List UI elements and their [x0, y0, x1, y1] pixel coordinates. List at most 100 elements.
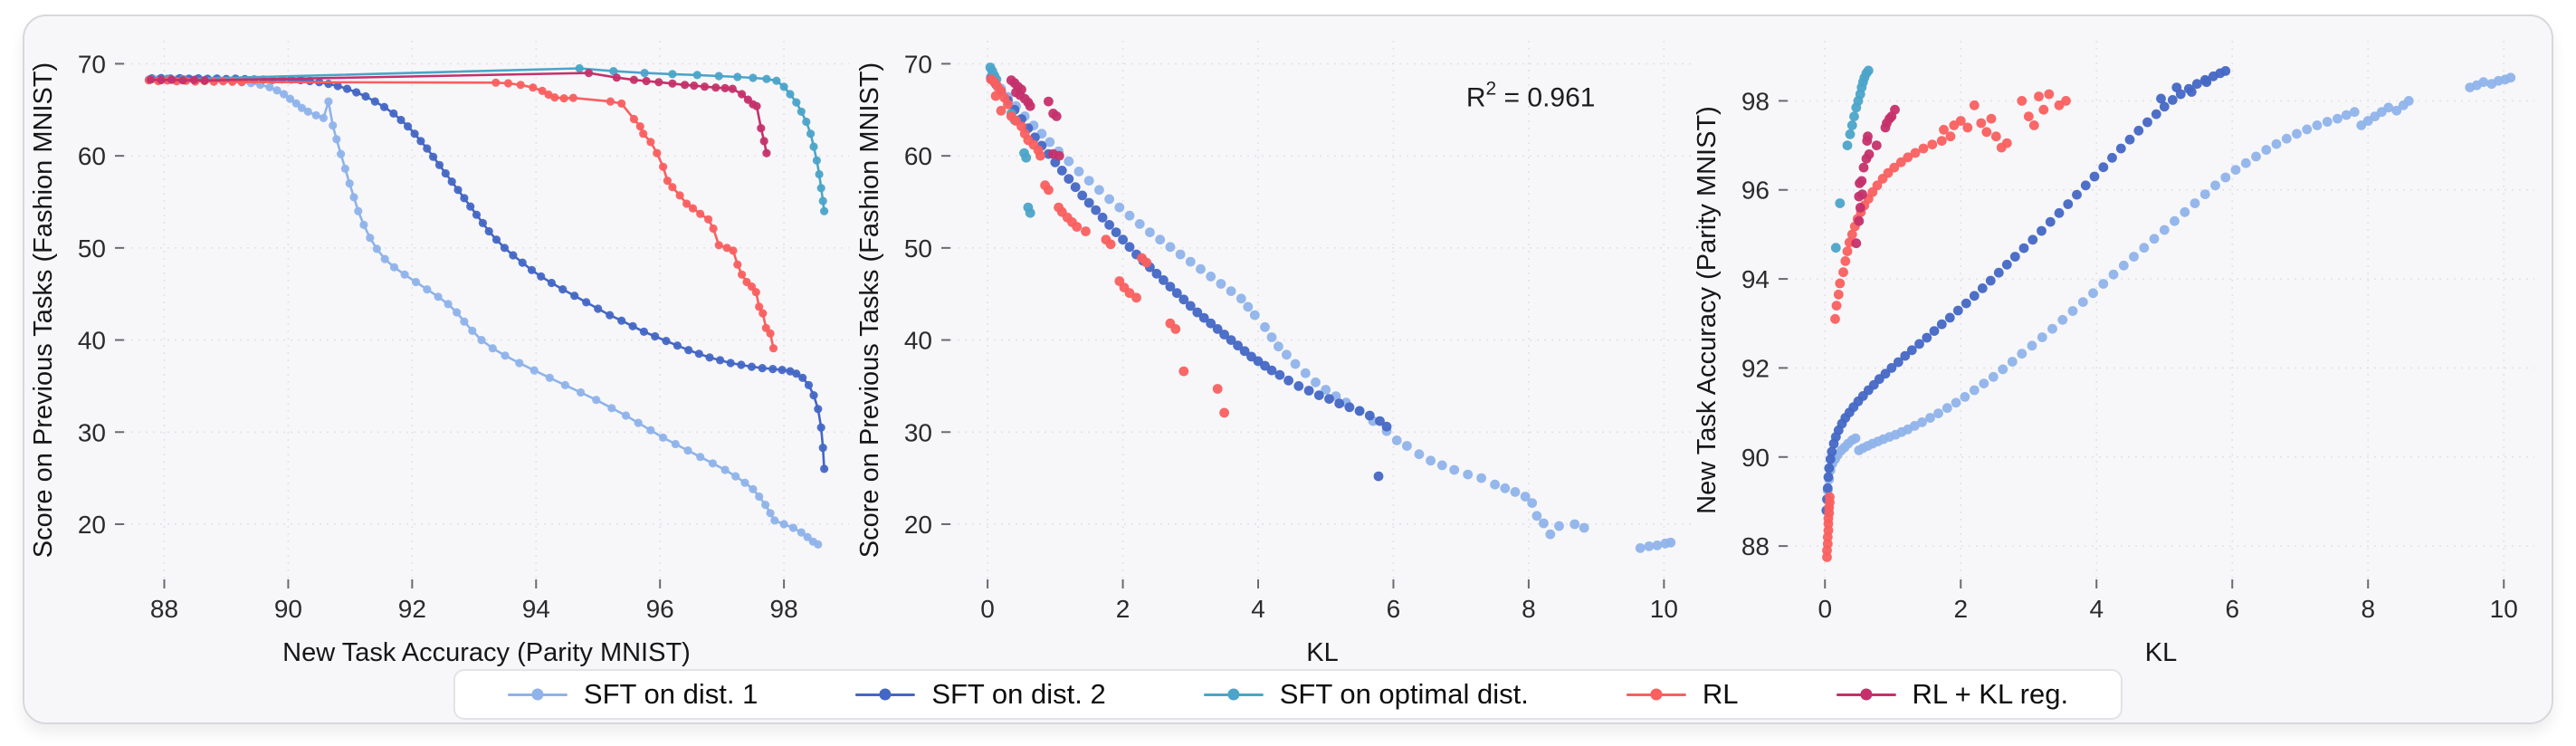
data-point — [1290, 359, 1301, 369]
data-point — [529, 83, 538, 92]
data-point — [1880, 368, 1891, 379]
data-point — [2190, 198, 2200, 208]
x-tick-label: 8 — [2361, 595, 2375, 623]
data-point — [146, 75, 155, 84]
x-tick-label: 6 — [2225, 595, 2239, 623]
data-point — [503, 79, 513, 88]
data-point — [1914, 339, 1924, 349]
data-point — [1391, 435, 1402, 445]
legend-label: RL — [1702, 678, 1739, 710]
data-point — [332, 135, 341, 144]
data-point — [1944, 312, 1955, 323]
data-point — [2251, 151, 2261, 162]
data-point — [668, 79, 677, 88]
data-point — [797, 107, 806, 116]
data-point — [786, 90, 795, 99]
data-point — [1962, 122, 1973, 133]
data-point — [646, 138, 655, 147]
data-point — [1520, 492, 1531, 502]
data-point — [671, 439, 680, 449]
data-point — [816, 184, 825, 193]
data-point — [1064, 156, 1074, 167]
data-point — [1170, 324, 1181, 334]
data-point — [770, 516, 779, 525]
data-point — [1282, 349, 1292, 360]
data-point — [319, 113, 328, 122]
data-point — [2077, 297, 2088, 307]
data-point — [1226, 286, 1236, 296]
data-point — [617, 316, 626, 325]
data-point — [1165, 282, 1176, 292]
data-point — [1311, 377, 1321, 387]
legend-item-sft_opt: SFT on optimal dist. — [1203, 678, 1529, 711]
data-point — [285, 94, 295, 103]
data-point — [1846, 229, 1857, 240]
data-point — [1064, 174, 1074, 185]
data-point — [705, 353, 714, 362]
x-tick-label: 0 — [980, 595, 995, 623]
data-point — [379, 102, 389, 111]
y-axis-label: Score on Previous Tasks (Fashion MNIST) — [855, 62, 884, 558]
x-tick-label: 4 — [2089, 595, 2104, 623]
data-point — [1185, 301, 1196, 311]
data-point — [1854, 215, 1865, 226]
data-point — [1111, 227, 1121, 237]
y-tick-label: 60 — [78, 142, 106, 170]
data-point — [1830, 313, 1840, 324]
legend-marker-icon — [1836, 688, 1896, 701]
data-point — [1903, 152, 1913, 163]
r2-exponent: 2 — [1486, 78, 1497, 99]
data-point — [537, 272, 546, 281]
data-point — [752, 101, 761, 110]
series-sft2 — [1821, 66, 2231, 516]
data-point — [1838, 267, 1848, 278]
data-point — [1426, 455, 1436, 466]
data-point — [2281, 133, 2292, 144]
data-point — [560, 380, 570, 389]
data-point — [2124, 134, 2135, 145]
data-point — [372, 244, 381, 253]
data-point — [2180, 206, 2190, 217]
data-point — [617, 99, 626, 108]
data-point — [361, 91, 370, 101]
data-point — [740, 478, 749, 487]
data-point — [516, 81, 525, 90]
data-point — [1072, 222, 1083, 232]
data-point — [2220, 172, 2231, 183]
data-point — [1073, 167, 1084, 177]
data-point — [1893, 357, 1903, 368]
series-rl_kl — [146, 69, 771, 158]
data-point — [1035, 150, 1045, 161]
data-point — [488, 344, 497, 353]
data-point — [2118, 260, 2129, 271]
y-axis-label: Score on Previous Tasks (Fashion MNIST) — [29, 62, 58, 558]
data-point — [802, 117, 811, 127]
data-point — [1334, 398, 1345, 409]
data-point — [577, 387, 586, 397]
data-point — [1825, 454, 1836, 464]
data-point — [527, 265, 537, 274]
data-point — [1933, 408, 1943, 418]
data-point — [1381, 421, 1392, 432]
data-point — [1236, 293, 1246, 304]
y-tick-label: 98 — [1741, 87, 1770, 115]
data-point — [779, 520, 788, 529]
data-point — [607, 404, 616, 413]
x-tick-label: 8 — [1522, 595, 1536, 623]
data-point — [1321, 385, 1331, 395]
data-point — [303, 107, 312, 116]
data-point — [758, 309, 768, 318]
data-point — [1449, 464, 1460, 475]
data-point — [500, 244, 510, 253]
data-point — [1969, 291, 1980, 301]
series-sft1 — [986, 72, 1676, 553]
data-point — [453, 308, 462, 317]
r2-base: R — [1466, 82, 1486, 112]
data-point — [1402, 441, 1412, 451]
series-line-rl — [148, 79, 775, 349]
data-point — [1871, 140, 1882, 151]
data-point — [1840, 256, 1851, 266]
data-point — [1094, 185, 1104, 196]
data-point — [803, 532, 812, 541]
data-point — [491, 235, 501, 244]
